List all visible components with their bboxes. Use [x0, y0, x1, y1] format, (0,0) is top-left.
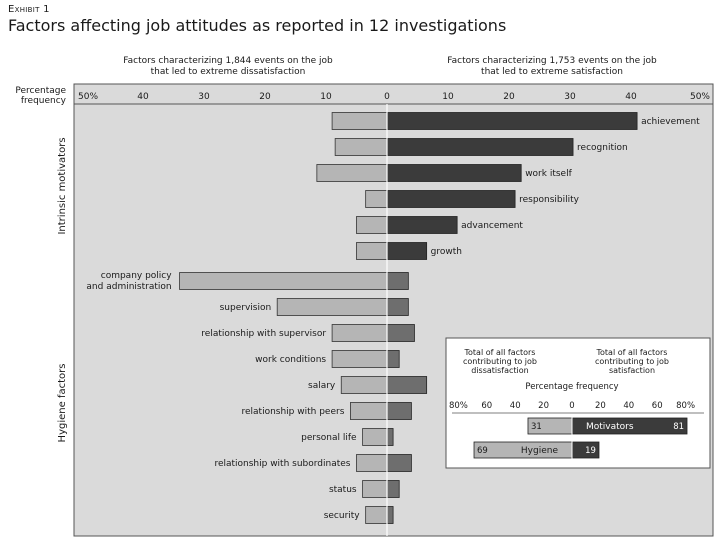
- dissatisfaction-bar: [316, 164, 388, 182]
- factor-label: relationship with peers: [241, 407, 344, 417]
- factor-label: company policy: [101, 271, 173, 281]
- group-label-intrinsic: Intrinsic motivators: [57, 137, 68, 234]
- satisfaction-bar: [386, 480, 400, 498]
- dissatisfaction-bar: [179, 272, 388, 290]
- tick-label: 50%: [690, 92, 710, 102]
- inset-axis-label: Percentage frequency: [525, 382, 618, 392]
- factor-label: supervision: [220, 303, 272, 313]
- tick-label: 10: [320, 92, 332, 102]
- satisfaction-bar: [386, 376, 428, 394]
- dissatisfaction-bar: [362, 480, 388, 498]
- satisfaction-bar: [386, 350, 400, 368]
- factor-label: work itself: [525, 169, 572, 179]
- right-header-line-1: Factors characterizing 1,753 events on t…: [447, 56, 657, 66]
- factor-label: achievement: [641, 117, 700, 127]
- factor-label: responsibility: [519, 195, 580, 205]
- axis-label-line-2: frequency: [21, 96, 67, 106]
- inset-satisfaction-value: 81: [673, 422, 684, 432]
- factor-label: growth: [431, 247, 462, 257]
- factor-label: relationship with subordinates: [214, 459, 350, 469]
- left-header-line-2: that led to extreme dissatisfaction: [151, 67, 306, 77]
- factor-label: work conditions: [255, 355, 326, 365]
- satisfaction-bar: [386, 242, 428, 260]
- factor-label: recognition: [577, 143, 628, 153]
- axis-label-line-1: Percentage: [15, 86, 66, 96]
- tick-label: 20: [503, 92, 515, 102]
- satisfaction-bar: [386, 428, 394, 446]
- satisfaction-bar: [386, 454, 412, 472]
- inset-right-header-line: contributing to job: [595, 357, 669, 366]
- tick-label: 50%: [78, 92, 98, 102]
- tick-label: 40: [137, 92, 149, 102]
- tick-label: 30: [198, 92, 210, 102]
- chart-title: Factors affecting job attitudes as repor…: [8, 16, 507, 35]
- factor-label: status: [329, 485, 357, 495]
- dissatisfaction-bar: [362, 428, 388, 446]
- inset-dissatisfaction-value: 31: [531, 422, 542, 432]
- inset-bar-label: Hygiene: [521, 446, 559, 456]
- satisfaction-bar: [386, 298, 409, 316]
- factor-label: advancement: [461, 221, 523, 231]
- factor-label: relationship with supervisor: [201, 329, 326, 339]
- inset-left-header-line: dissatisfaction: [471, 366, 529, 375]
- tick-label: 40: [625, 92, 637, 102]
- left-header-line-1: Factors characterizing 1,844 events on t…: [123, 56, 333, 66]
- satisfaction-bar: [386, 164, 522, 182]
- satisfaction-bar: [386, 112, 638, 130]
- factor-label-line-2: and administration: [86, 282, 171, 292]
- dissatisfaction-bar: [365, 190, 388, 208]
- dissatisfaction-bar: [331, 324, 388, 342]
- inset-tick-label: 40: [623, 401, 634, 411]
- satisfaction-bar: [386, 190, 516, 208]
- dissatisfaction-bar: [365, 506, 388, 524]
- dissatisfaction-bar: [356, 454, 388, 472]
- satisfaction-bar: [386, 324, 415, 342]
- right-header-line-2: that led to extreme satisfaction: [481, 67, 623, 77]
- inset-satisfaction-value: 19: [585, 446, 596, 456]
- tick-label: 0: [384, 92, 390, 102]
- satisfaction-bar: [386, 506, 394, 524]
- inset-tick-label: 0: [569, 401, 574, 411]
- inset-tick-label: 20: [538, 401, 549, 411]
- satisfaction-bar: [386, 138, 574, 156]
- inset-bar-label: Motivators: [586, 422, 634, 432]
- dissatisfaction-bar: [276, 298, 388, 316]
- dissatisfaction-bar: [356, 216, 388, 234]
- factor-label: security: [324, 511, 361, 521]
- exhibit-label: Exhibit 1: [8, 4, 50, 15]
- inset-tick-label: 40: [510, 401, 521, 411]
- group-label-hygiene: Hygiene factors: [57, 364, 68, 443]
- dissatisfaction-bar: [331, 350, 388, 368]
- dissatisfaction-bar: [356, 242, 388, 260]
- tick-label: 30: [564, 92, 576, 102]
- inset-right-header-line: Total of all factors: [596, 348, 668, 357]
- dissatisfaction-bar: [340, 376, 388, 394]
- inset-left-header-line: Total of all factors: [464, 348, 536, 357]
- satisfaction-bar: [386, 402, 412, 420]
- dissatisfaction-bar: [349, 402, 388, 420]
- inset-tick-label: 80%: [449, 401, 468, 411]
- inset-left-header-line: contributing to job: [463, 357, 537, 366]
- factor-label: personal life: [301, 433, 357, 443]
- dissatisfaction-bar: [334, 138, 388, 156]
- inset-tick-label: 80%: [676, 401, 695, 411]
- inset-right-header-line: satisfaction: [609, 366, 655, 375]
- inset-tick-label: 60: [481, 401, 492, 411]
- inset-tick-label: 60: [652, 401, 663, 411]
- satisfaction-bar: [386, 216, 458, 234]
- tick-label: 10: [442, 92, 454, 102]
- satisfaction-bar: [386, 272, 409, 290]
- dissatisfaction-bar: [331, 112, 388, 130]
- tick-label: 20: [259, 92, 271, 102]
- factor-label: salary: [308, 381, 336, 391]
- inset-dissatisfaction-value: 69: [477, 446, 488, 456]
- inset-tick-label: 20: [595, 401, 606, 411]
